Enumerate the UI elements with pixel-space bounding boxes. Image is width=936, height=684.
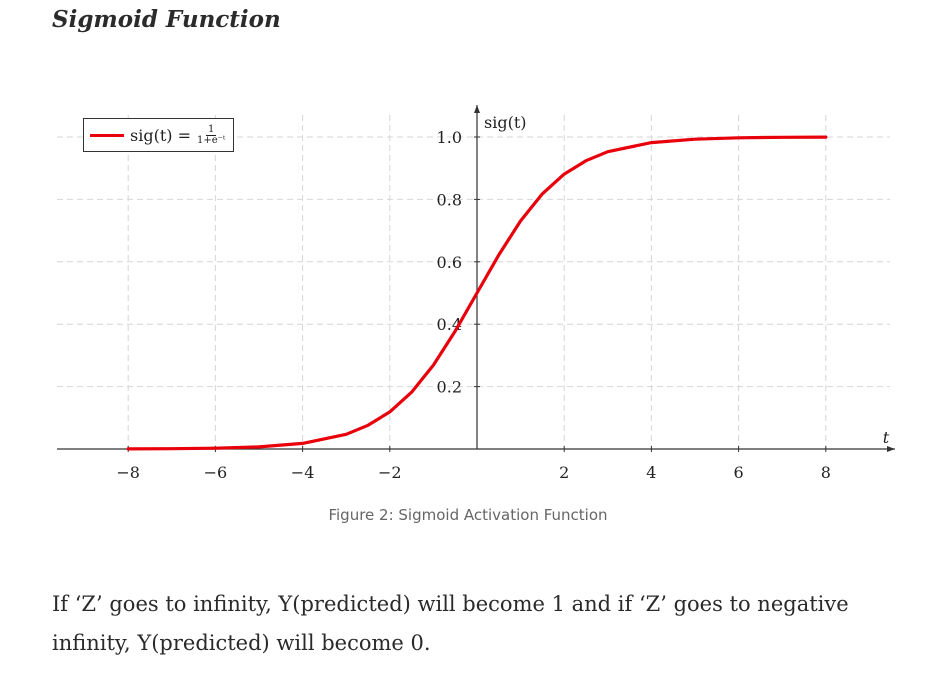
legend-text: sig(t) =: [130, 125, 191, 145]
legend-swatch: [90, 133, 124, 137]
legend-frac-numerator: 1: [206, 123, 217, 136]
y-tick-label: 0.8: [437, 190, 462, 209]
y-tick-label: 0.2: [437, 378, 462, 397]
series-layer: [126, 135, 828, 451]
chart-legend: sig(t) = 1 1+e⁻ᵗ: [83, 118, 235, 152]
grid-lines: [57, 115, 890, 449]
x-tick-label: 6: [734, 463, 744, 482]
x-tick-label: −2: [378, 463, 402, 482]
legend-fraction: 1 1+e⁻ᵗ: [195, 123, 227, 146]
x-axis-arrow: [887, 446, 895, 452]
section-heading: Sigmoid Function: [52, 6, 281, 33]
x-tick-label: 8: [821, 463, 831, 482]
x-tick-label: −6: [204, 463, 228, 482]
x-tick-label: 4: [646, 463, 656, 482]
y-axis-label: sig(t): [484, 113, 526, 132]
x-tick-label: 2: [559, 463, 569, 482]
x-tick-label: −8: [116, 463, 140, 482]
axes: [57, 105, 895, 452]
y-tick-label: 0.6: [437, 253, 462, 272]
legend-frac-denominator: 1+e⁻ᵗ: [196, 134, 226, 146]
body-paragraph: If ‘Z’ goes to infinity, Y(predicted) wi…: [52, 592, 849, 655]
x-tick-label: −4: [291, 463, 315, 482]
y-tick-label: 1.0: [437, 128, 462, 147]
x-axis-label: t: [883, 428, 890, 447]
y-axis-arrow: [474, 105, 480, 113]
legend-label: sig(t) = 1 1+e⁻ᵗ: [130, 123, 227, 146]
figure-caption: Figure 2: Sigmoid Activation Function: [328, 506, 608, 524]
